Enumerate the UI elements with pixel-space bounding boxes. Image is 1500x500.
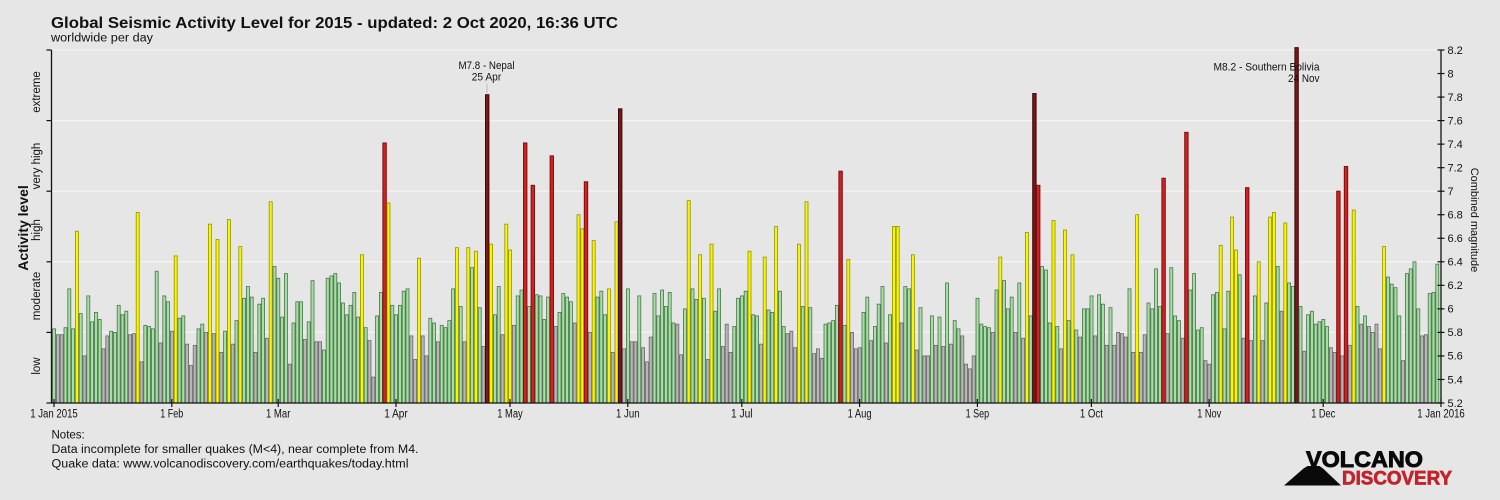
svg-text:1 Aug: 1 Aug	[848, 409, 872, 421]
svg-text:7.2: 7.2	[1448, 162, 1463, 174]
svg-text:8.2: 8.2	[1448, 45, 1463, 57]
svg-text:25 Apr: 25 Apr	[472, 72, 502, 84]
svg-text:7: 7	[1448, 186, 1454, 198]
svg-text:1 Jan 2015: 1 Jan 2015	[30, 409, 78, 421]
svg-text:Activity level: Activity level	[15, 185, 31, 271]
svg-text:moderate: moderate	[31, 272, 43, 321]
svg-text:5.6: 5.6	[1448, 351, 1463, 363]
svg-text:low: low	[31, 357, 43, 375]
svg-text:M8.2 - Southern Bolivia: M8.2 - Southern Bolivia	[1214, 61, 1321, 73]
svg-text:very high: very high	[31, 143, 43, 190]
svg-text:7.6: 7.6	[1448, 115, 1463, 127]
svg-text:6.4: 6.4	[1448, 257, 1463, 269]
svg-text:5.8: 5.8	[1448, 327, 1463, 339]
svg-text:Quake data: www.volcanodiscove: Quake data: www.volcanodiscovery.com/ear…	[52, 459, 409, 471]
svg-text:1 Oct: 1 Oct	[1080, 409, 1104, 421]
svg-text:1 Jul: 1 Jul	[731, 409, 753, 421]
svg-text:Data incomplete for smaller qu: Data incomplete for smaller quakes (M<4)…	[52, 444, 419, 456]
svg-text:worldwide per day: worldwide per day	[50, 33, 153, 45]
svg-text:extreme: extreme	[31, 71, 43, 113]
svg-text:5.2: 5.2	[1448, 398, 1463, 410]
svg-text:1 May: 1 May	[497, 409, 523, 421]
svg-text:1 Apr: 1 Apr	[384, 409, 408, 421]
svg-text:Notes:: Notes:	[52, 430, 85, 442]
svg-text:Combined magnitude: Combined magnitude	[1468, 168, 1480, 273]
svg-text:7.8: 7.8	[1448, 92, 1463, 104]
svg-text:7.4: 7.4	[1448, 139, 1463, 151]
svg-text:24 Nov: 24 Nov	[1288, 73, 1320, 85]
svg-text:DISCOVERY: DISCOVERY	[1342, 469, 1452, 490]
svg-text:5.4: 5.4	[1448, 374, 1463, 386]
svg-text:M7.8 - Nepal: M7.8 - Nepal	[459, 60, 515, 72]
svg-text:1 Feb: 1 Feb	[160, 409, 183, 421]
svg-text:1 Dec: 1 Dec	[1311, 409, 1335, 421]
svg-text:6.8: 6.8	[1448, 210, 1463, 222]
svg-text:1 Jan 2016: 1 Jan 2016	[1417, 409, 1465, 421]
svg-text:8: 8	[1448, 68, 1454, 80]
svg-text:Global Seismic Activity Level: Global Seismic Activity Level for 2015 -…	[51, 15, 618, 32]
svg-text:6: 6	[1448, 304, 1454, 316]
svg-text:1 Nov: 1 Nov	[1197, 409, 1221, 421]
svg-text:VOLCANO: VOLCANO	[1306, 447, 1423, 472]
svg-text:6.6: 6.6	[1448, 233, 1463, 245]
svg-text:6.2: 6.2	[1448, 280, 1463, 292]
svg-text:1 Sep: 1 Sep	[966, 409, 990, 421]
svg-text:1 Jun: 1 Jun	[616, 409, 640, 421]
svg-text:high: high	[31, 219, 43, 241]
svg-text:1 Mar: 1 Mar	[266, 409, 291, 421]
